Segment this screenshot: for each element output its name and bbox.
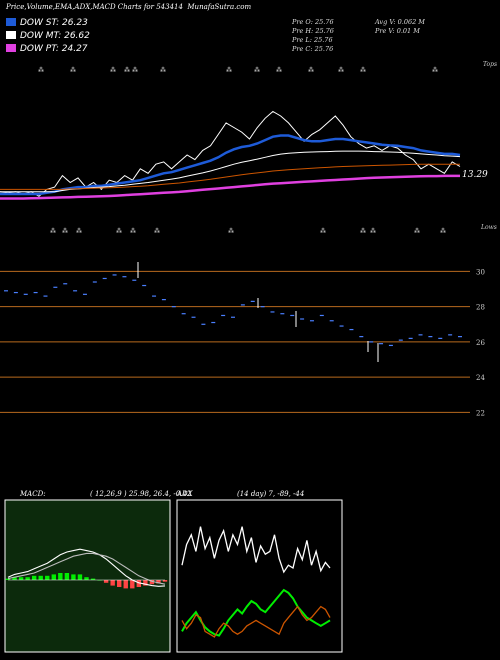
adx-params: (14 day) 7, -89, -44 bbox=[237, 490, 304, 498]
y-tick-label: 24 bbox=[476, 374, 485, 382]
legend-swatch bbox=[6, 44, 16, 52]
top-marker: ⁂ bbox=[360, 67, 366, 74]
macd-histogram-bar bbox=[84, 577, 89, 580]
ema-series-line bbox=[0, 134, 461, 196]
ema-series-line bbox=[0, 174, 460, 200]
macd-histogram-bar bbox=[45, 575, 50, 580]
low-marker: ⁂ bbox=[360, 228, 366, 235]
macd-histogram-bar bbox=[103, 580, 109, 583]
macd-histogram-bar bbox=[58, 573, 63, 580]
macd-histogram-bar bbox=[162, 580, 168, 582]
top-marker: ⁂ bbox=[226, 67, 232, 74]
stat-open: Pre O: 25.76 bbox=[292, 18, 334, 26]
macd-histogram-bar bbox=[5, 578, 11, 580]
macd-histogram-bar bbox=[31, 575, 37, 580]
macd-histogram-bar bbox=[130, 580, 135, 589]
adx-title: ADX bbox=[176, 490, 194, 498]
top-marker: ⁂ bbox=[338, 67, 344, 74]
tops-label: Tops bbox=[483, 61, 497, 68]
macd-histogram-bar bbox=[149, 580, 155, 585]
macd-histogram-bar bbox=[64, 573, 70, 580]
top-marker: ⁂ bbox=[160, 67, 166, 74]
top-marker: ⁂ bbox=[432, 67, 438, 74]
macd-histogram-bar bbox=[123, 580, 128, 589]
adx-background bbox=[176, 499, 343, 653]
legend-dow-st: DOW ST: 26.23 bbox=[6, 18, 88, 28]
macd-histogram-bar bbox=[38, 575, 43, 580]
y-tick-label: 28 bbox=[476, 304, 485, 312]
legend-swatch bbox=[6, 31, 16, 39]
ema-series-line bbox=[0, 110, 461, 197]
legend-swatch bbox=[6, 18, 16, 26]
macd-histogram-bar bbox=[90, 578, 96, 580]
macd-histogram-bar bbox=[136, 580, 142, 587]
adx-series-line bbox=[181, 526, 331, 574]
low-marker: ⁂ bbox=[320, 228, 326, 235]
low-marker: ⁂ bbox=[370, 228, 376, 235]
macd-histogram-bar bbox=[25, 577, 30, 580]
macd-histogram-bar bbox=[51, 574, 56, 580]
chart-title: Price,Volume,EMA,ADX,MACD Charts for 543… bbox=[6, 3, 252, 11]
y-tick-label: 22 bbox=[476, 409, 485, 417]
macd-series-line bbox=[7, 548, 166, 587]
low-marker: ⁂ bbox=[228, 228, 234, 235]
top-marker: ⁂ bbox=[124, 67, 130, 74]
low-marker: ⁂ bbox=[440, 228, 446, 235]
top-marker: ⁂ bbox=[276, 67, 282, 74]
macd-panel: MACD: ( 12,26,9 ) 25.98, 26.4, -0.42 bbox=[4, 490, 192, 653]
y-tick-label: 26 bbox=[476, 339, 485, 347]
top-marker: ⁂ bbox=[70, 67, 76, 74]
adx-panel: ADX (14 day) 7, -89, -44 bbox=[176, 490, 343, 653]
low-marker: ⁂ bbox=[50, 228, 56, 235]
stat-high: Pre H: 25.76 bbox=[292, 27, 334, 35]
ema-series-line bbox=[0, 150, 461, 193]
top-marker: ⁂ bbox=[38, 67, 44, 74]
top-marker: ⁂ bbox=[132, 67, 138, 74]
macd-histogram-bar bbox=[18, 577, 24, 580]
low-marker: ⁂ bbox=[414, 228, 420, 235]
macd-series-line bbox=[7, 552, 166, 585]
legend-dow-pt: DOW PT: 24.27 bbox=[6, 44, 88, 54]
macd-title: MACD: bbox=[19, 490, 46, 498]
low-marker: ⁂ bbox=[62, 228, 68, 235]
adx-series-line bbox=[181, 605, 331, 638]
macd-histogram-bar bbox=[117, 580, 122, 587]
low-marker: ⁂ bbox=[116, 228, 122, 235]
stat-low: Pre L: 25.76 bbox=[292, 36, 333, 44]
macd-histogram-bar bbox=[143, 580, 148, 586]
macd-histogram-bar bbox=[110, 580, 115, 586]
ema-series-line bbox=[0, 163, 460, 190]
stat-close: Pre C: 25.76 bbox=[292, 45, 334, 53]
price-ema-panel: Tops Lows 13.29 ⁂ ⁂ ⁂ ⁂ ⁂ ⁂ ⁂ ⁂ ⁂ ⁂ ⁂ ⁂ ⁂ ⁂ ⁂ ⁂ ⁂ ⁂ ⁂ ⁂ ⁂ ⁂ ⁂… bbox=[0, 61, 497, 235]
low-marker: ⁂ bbox=[76, 228, 82, 235]
last-value-label: 13.29 bbox=[462, 170, 488, 180]
macd-histogram-bar bbox=[77, 574, 83, 580]
macd-histogram-bar bbox=[71, 574, 76, 580]
price-ticks-panel: 30 28 26 24 22 bbox=[0, 262, 485, 417]
macd-background bbox=[4, 499, 171, 653]
macd-histogram-bar bbox=[12, 577, 17, 580]
top-marker: ⁂ bbox=[254, 67, 260, 74]
y-tick-label: 30 bbox=[476, 268, 485, 276]
lows-label: Lows bbox=[480, 224, 497, 231]
adx-series-line bbox=[181, 588, 331, 637]
top-marker: ⁂ bbox=[110, 67, 116, 74]
legend-dow-mt: DOW MT: 26.62 bbox=[6, 31, 90, 41]
stat-avg-volume: Avg V: 0.062 M bbox=[375, 18, 425, 26]
macd-histogram-bar bbox=[156, 580, 161, 584]
low-marker: ⁂ bbox=[154, 228, 160, 235]
macd-params: ( 12,26,9 ) 25.98, 26.4, -0.42 bbox=[90, 490, 192, 498]
stat-pre-volume: Pre V: 0.01 M bbox=[375, 27, 420, 35]
low-marker: ⁂ bbox=[130, 228, 136, 235]
top-marker: ⁂ bbox=[308, 67, 314, 74]
